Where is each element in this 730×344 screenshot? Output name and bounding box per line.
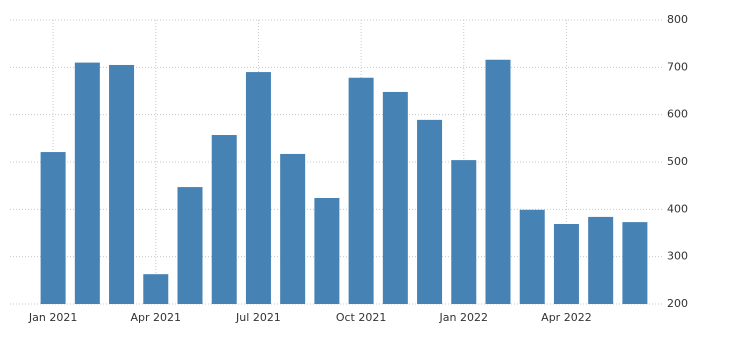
bar	[177, 187, 203, 304]
bar	[485, 59, 511, 305]
y-tick-label: 400	[667, 202, 688, 215]
bar	[40, 152, 66, 304]
x-tick-label: Jan 2021	[28, 311, 77, 324]
x-tick-label: Apr 2021	[131, 311, 182, 324]
bar	[382, 91, 408, 305]
y-tick-label: 700	[667, 60, 688, 73]
x-tick-label: Jan 2022	[439, 311, 488, 324]
bar	[451, 160, 477, 304]
y-tick-label: 600	[667, 108, 688, 121]
bar	[314, 197, 340, 304]
bar	[417, 119, 443, 304]
bar	[348, 77, 374, 304]
x-tick-label: Jul 2021	[235, 311, 281, 324]
bar	[280, 153, 306, 304]
y-tick-label: 200	[667, 297, 688, 310]
y-tick-label: 500	[667, 155, 688, 168]
x-tick-label: Oct 2021	[336, 311, 387, 324]
x-tick-label: Apr 2022	[541, 311, 592, 324]
bar	[245, 72, 271, 304]
bar	[143, 274, 169, 304]
bar	[211, 135, 237, 304]
bar	[109, 64, 135, 304]
bar	[622, 222, 648, 304]
y-tick-label: 300	[667, 250, 688, 263]
bar	[74, 62, 100, 304]
bar	[588, 216, 614, 304]
bar	[553, 224, 579, 304]
y-tick-label: 800	[667, 13, 688, 26]
bar	[519, 209, 545, 304]
